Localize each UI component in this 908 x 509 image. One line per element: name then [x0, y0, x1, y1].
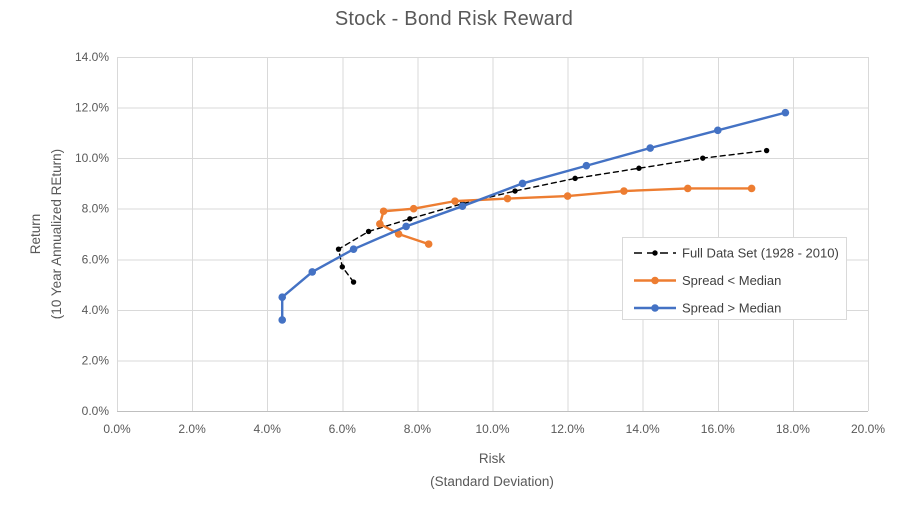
legend-swatch-marker	[651, 276, 659, 285]
data-point-marker	[458, 202, 467, 210]
y-axis-title-line1: Return	[28, 213, 43, 255]
x-tick-label: 8.0%	[404, 422, 432, 436]
data-point-marker	[646, 144, 655, 152]
data-point-marker	[781, 108, 790, 117]
x-axis-title: Risk (Standard Deviation)	[430, 447, 554, 493]
legend-item-label-1: Spread < Median	[682, 273, 781, 288]
legend-item-label-2: Spread > Median	[682, 301, 781, 316]
x-tick-label: 16.0%	[701, 422, 735, 436]
data-point-marker	[763, 147, 770, 154]
data-point-marker	[714, 126, 722, 135]
data-point-marker	[451, 197, 459, 205]
x-tick-label: 0.0%	[103, 422, 131, 436]
y-tick-label: 10.0%	[75, 151, 109, 165]
x-tick-label: 18.0%	[776, 422, 810, 436]
data-point-marker	[572, 175, 578, 182]
y-tick-label: 12.0%	[75, 101, 109, 115]
x-axis-title-line1: Risk	[478, 451, 506, 466]
y-tick-label: 2.0%	[82, 353, 110, 367]
data-point-marker	[278, 293, 287, 302]
data-point-marker	[379, 207, 388, 216]
data-point-marker	[349, 245, 358, 253]
data-point-marker	[700, 155, 706, 161]
data-point-marker	[683, 184, 692, 193]
x-tick-label: 4.0%	[254, 422, 282, 436]
data-point-marker	[636, 165, 642, 171]
data-point-marker	[394, 230, 403, 238]
y-axis-title-line2: (10 Year Annualized REturn)	[49, 148, 64, 320]
data-point-marker	[350, 279, 357, 285]
data-point-marker	[365, 228, 372, 235]
y-tick-label: 8.0%	[82, 202, 110, 216]
y-tick-label: 4.0%	[82, 303, 110, 317]
legend-swatch-marker	[652, 250, 658, 256]
legend-swatch-marker	[651, 304, 659, 312]
data-point-marker	[563, 192, 572, 200]
x-tick-label: 20.0%	[851, 422, 885, 436]
data-point-marker	[518, 179, 527, 188]
data-point-marker	[308, 268, 317, 276]
x-tick-label: 10.0%	[475, 422, 509, 436]
legend-box	[622, 237, 847, 320]
x-tick-label: 6.0%	[329, 422, 357, 436]
x-tick-label: 2.0%	[178, 422, 206, 436]
data-point-marker	[335, 246, 342, 252]
data-point-marker	[407, 216, 413, 222]
data-point-marker	[503, 194, 512, 203]
chart-title: Stock - Bond Risk Reward	[334, 8, 574, 30]
data-point-marker	[582, 161, 591, 170]
y-axis-title: Return (10 Year Annualized REturn)	[25, 149, 67, 319]
data-point-marker	[424, 240, 433, 248]
x-tick-label: 12.0%	[551, 422, 585, 436]
y-tick-label: 0.0%	[82, 404, 110, 418]
data-point-marker	[339, 264, 345, 270]
data-point-marker	[376, 220, 384, 228]
data-point-marker	[278, 316, 287, 324]
x-tick-label: 14.0%	[626, 422, 660, 436]
data-point-marker	[512, 188, 518, 194]
y-tick-label: 14.0%	[75, 50, 109, 64]
data-point-marker	[620, 187, 628, 195]
data-point-marker	[402, 222, 410, 231]
series-line-0	[337, 149, 768, 283]
data-point-marker	[409, 204, 418, 213]
x-axis-title-line2: (Standard Deviation)	[430, 474, 554, 489]
data-point-marker	[747, 184, 756, 193]
legend-item-label-0: Full Data Set (1928 - 2010)	[682, 246, 839, 261]
y-tick-label: 6.0%	[82, 252, 110, 266]
